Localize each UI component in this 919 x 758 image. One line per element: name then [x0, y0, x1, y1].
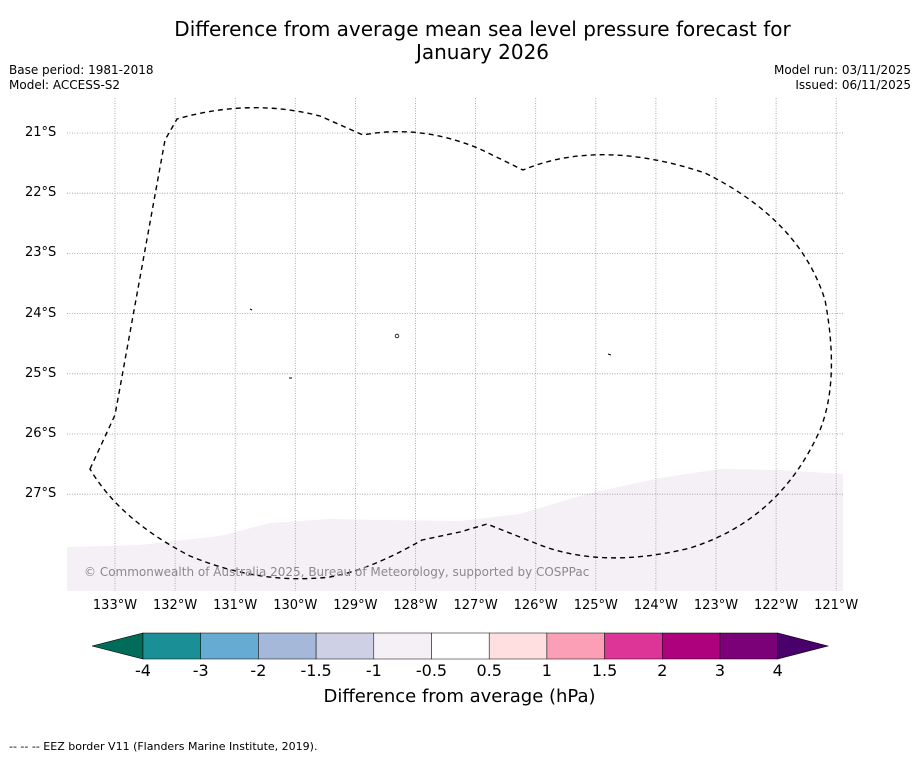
colorbar-bin	[431, 632, 490, 660]
colorbar-bin	[373, 632, 432, 660]
colorbar-bin	[315, 632, 375, 660]
colorbar	[91, 632, 830, 660]
colorbar-tick: 4	[772, 661, 783, 680]
longitude-label: 131°W	[213, 598, 258, 613]
longitude-label: 125°W	[573, 598, 618, 613]
longitude-label: 121°W	[814, 598, 859, 613]
title-line-1: Difference from average mean sea level p…	[174, 17, 791, 41]
model-text: Model: ACCESS-S2	[9, 78, 121, 92]
colorbar-tick: 1.5	[591, 661, 618, 680]
colorbar-tick: -0.5	[415, 661, 448, 680]
colorbar-tick: 3	[714, 661, 726, 680]
base-info: Base period: 1981-2018 Model: ACCESS-S2	[9, 63, 154, 93]
eez-border	[89, 106, 833, 580]
colorbar-over-arrow	[777, 632, 830, 660]
longitude-label: 132°W	[153, 598, 198, 613]
longitude-label: 124°W	[633, 598, 678, 613]
island-mark	[249, 308, 253, 311]
latitude-label: 21°S	[25, 125, 57, 140]
colorbar-bin	[488, 632, 548, 660]
colorbar-bin	[546, 632, 605, 660]
graticule	[67, 98, 843, 591]
longitude-label: 128°W	[393, 598, 438, 613]
model-run-text: Model run: 03/11/2025	[773, 63, 911, 77]
island-mark	[394, 333, 400, 339]
longitude-label: 123°W	[693, 598, 739, 613]
colorbar-bin	[604, 632, 663, 660]
title-line-2: January 2026	[415, 40, 550, 64]
colorbar-label: Difference from average (hPa)	[323, 686, 596, 707]
colorbar-tick: -1.5	[300, 661, 332, 680]
latitude-label: 27°S	[25, 486, 57, 502]
colorbar-bin	[200, 632, 259, 660]
colorbar-bin	[142, 632, 201, 660]
colorbar-tick: 2	[657, 661, 668, 680]
colorbar-bin	[662, 632, 721, 660]
colorbar-tick: -3	[192, 661, 209, 680]
longitude-label: 133°W	[92, 598, 138, 613]
colorbar-tick: 0.5	[476, 661, 502, 680]
map-title: Difference from average mean sea level p…	[0, 18, 919, 64]
base-period-text: Base period: 1981-2018	[9, 63, 154, 77]
shaded-anomaly-region	[67, 469, 843, 591]
latitude-label: 23°S	[25, 245, 57, 261]
colorbar-tick: -1	[365, 661, 382, 680]
longitude-label: 127°W	[453, 598, 498, 613]
colorbar-tick: 1	[541, 661, 552, 680]
colorbar-bin	[258, 632, 317, 660]
latitude-label: 24°S	[25, 305, 57, 321]
colorbar-tick: -4	[135, 661, 151, 680]
longitude-label: 126°W	[513, 598, 558, 613]
colorbar-under-arrow	[91, 632, 144, 660]
longitude-label: 129°W	[333, 598, 378, 613]
eez-legend-text: -- -- -- EEZ border V11 (Flanders Marine…	[9, 740, 318, 753]
colorbar-tick: -2	[250, 661, 267, 680]
island-mark	[607, 353, 612, 356]
latitude-label: 26°S	[25, 426, 57, 441]
colorbar-bin	[719, 632, 778, 660]
copyright-text: © Commonwealth of Australia 2025, Bureau…	[84, 565, 590, 579]
latitude-label: 22°S	[25, 185, 57, 201]
longitude-label: 130°W	[273, 598, 318, 613]
longitude-label: 122°W	[754, 598, 799, 613]
issued-text: Issued: 06/11/2025	[795, 78, 911, 92]
run-info: Model run: 03/11/2025 Issued: 06/11/2025	[774, 63, 911, 93]
latitude-label: 25°S	[25, 365, 57, 381]
